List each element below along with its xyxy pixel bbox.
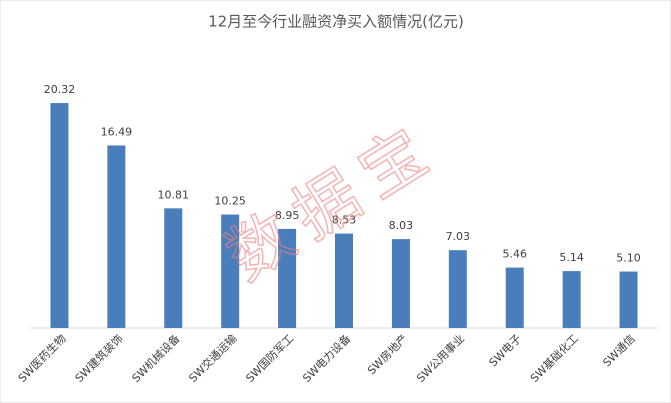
bar [448,250,467,328]
bar [221,214,240,328]
data-label: 20.32 [44,83,76,96]
bar [391,239,410,328]
data-label: 8.53 [332,214,357,227]
bar [619,271,638,328]
data-label: 8.03 [389,219,414,232]
bar [50,103,69,328]
data-label: 5.14 [559,251,584,264]
data-label: 10.81 [158,188,190,201]
bar [107,145,126,328]
bar [278,228,297,328]
data-label: 10.25 [214,195,246,208]
data-label: 7.03 [446,230,471,243]
data-label: 16.49 [101,125,133,138]
bar [335,233,353,328]
bar [164,208,183,328]
data-label: 5.46 [502,248,527,261]
bar [562,271,581,328]
data-label: 5.10 [616,252,641,265]
data-label: 8.95 [275,209,300,222]
bar [505,267,524,328]
chart-title: 12月至今行业融资净买入额情况(亿元) [208,13,464,31]
